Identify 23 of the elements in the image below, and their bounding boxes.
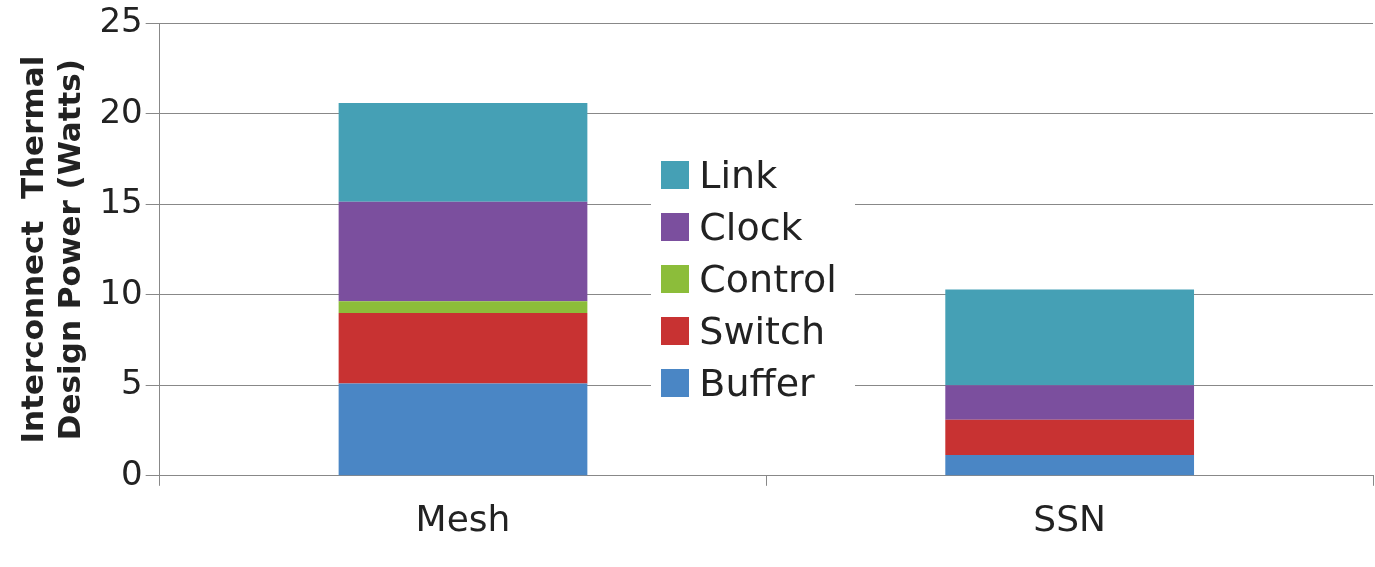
y-tick-label: 10: [99, 271, 143, 312]
legend-label: Clock: [699, 205, 803, 250]
bar: [338, 383, 588, 476]
y-tick-label: 15: [99, 181, 143, 222]
legend-label: Buffer: [699, 361, 815, 406]
y-tick-label: 5: [121, 362, 143, 403]
legend-label: Switch: [699, 309, 825, 354]
bar: [338, 201, 588, 302]
x-tick-label: SSN: [1033, 497, 1106, 539]
bar: [945, 419, 1195, 455]
legend-label: Control: [699, 257, 837, 302]
bar: [338, 103, 588, 202]
bar: [338, 301, 588, 313]
bar: [945, 385, 1195, 420]
bar: [338, 312, 588, 384]
bar: [945, 289, 1195, 386]
y-tick-label: 0: [121, 452, 143, 493]
y-axis-title: Interconnect Thermal Design Power (Watts): [13, 55, 87, 444]
y-tick-label: 20: [99, 90, 143, 131]
bar: [945, 454, 1195, 476]
x-tick-label: Mesh: [415, 497, 511, 539]
legend-label: Link: [699, 153, 778, 198]
y-tick-label: 25: [99, 0, 143, 41]
